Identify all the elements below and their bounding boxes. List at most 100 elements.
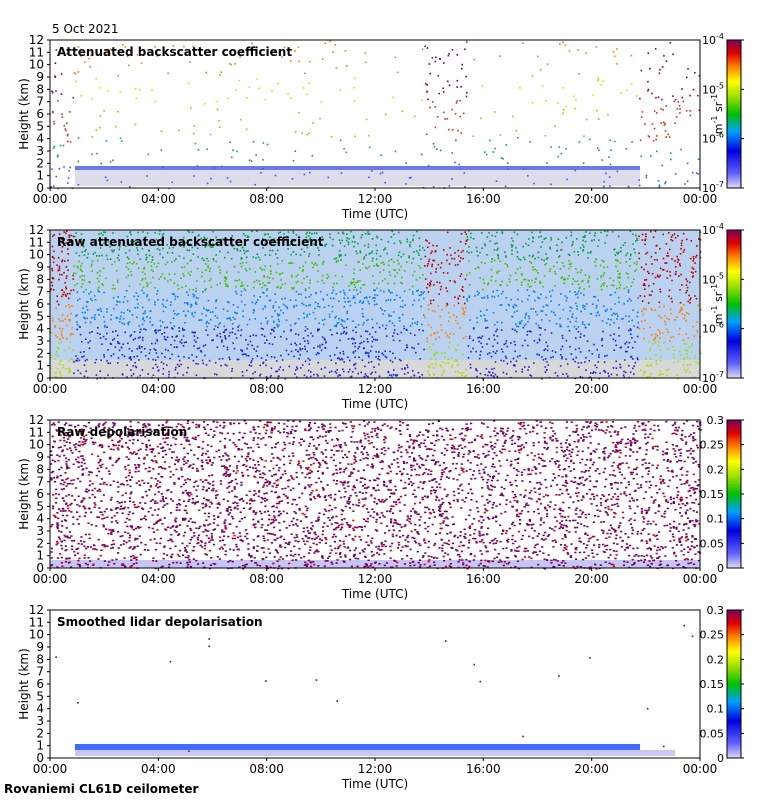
y-tick-label: 9 bbox=[36, 450, 44, 464]
y-tick-label: 12 bbox=[29, 413, 44, 427]
y-tick-label: 1 bbox=[36, 739, 44, 753]
y-tick-label: 10 bbox=[29, 248, 44, 262]
colorbar-ramp bbox=[726, 609, 742, 759]
y-tick-label: 3 bbox=[36, 524, 44, 538]
station-label: Rovaniemi CL61D ceilometer bbox=[4, 782, 199, 796]
panel-title: Smoothed lidar depolarisation bbox=[57, 615, 263, 629]
colorbar-tick-label: 0.25 bbox=[700, 629, 725, 642]
x-tick-label: 20:00 bbox=[574, 572, 609, 586]
x-axis-label: Time (UTC) bbox=[341, 777, 408, 791]
colorbar-ramp bbox=[726, 419, 742, 569]
y-tick-label: 8 bbox=[36, 272, 44, 286]
y-tick-label: 5 bbox=[36, 309, 44, 323]
y-tick-label: 4 bbox=[36, 512, 44, 526]
y-tick-label: 8 bbox=[36, 82, 44, 96]
y-tick-label: 1 bbox=[36, 169, 44, 183]
heatmap-field bbox=[50, 230, 702, 380]
y-axis-label: Height (km) bbox=[17, 648, 31, 719]
y-tick-label: 1 bbox=[36, 549, 44, 563]
y-tick-label: 7 bbox=[36, 475, 44, 489]
colorbar-unit: m-1 sr-1 bbox=[710, 284, 725, 324]
x-tick-label: 20:00 bbox=[574, 382, 609, 396]
y-tick-label: 5 bbox=[36, 499, 44, 513]
y-tick-label: 4 bbox=[36, 132, 44, 146]
y-tick-label: 8 bbox=[36, 462, 44, 476]
x-tick-label: 00:00 bbox=[683, 382, 718, 396]
colorbar-tick-label: 0 bbox=[717, 752, 724, 765]
y-tick-label: 4 bbox=[36, 702, 44, 716]
y-tick-label: 12 bbox=[29, 33, 44, 47]
x-tick-label: 20:00 bbox=[574, 192, 609, 206]
plot-area bbox=[50, 420, 700, 568]
x-tick-label: 16:00 bbox=[466, 762, 501, 776]
x-tick-label: 04:00 bbox=[141, 572, 176, 586]
y-tick-label: 5 bbox=[36, 689, 44, 703]
y-tick-label: 0 bbox=[36, 561, 44, 575]
x-axis-label: Time (UTC) bbox=[341, 587, 408, 601]
colorbar-tick-label: 0.3 bbox=[707, 414, 725, 427]
y-tick-label: 11 bbox=[29, 425, 44, 439]
y-tick-label: 11 bbox=[29, 235, 44, 249]
y-tick-label: 7 bbox=[36, 665, 44, 679]
colorbar-tick-label: 10-6 bbox=[702, 131, 724, 146]
colorbar-unit: m-1 sr-1 bbox=[710, 94, 725, 134]
x-tick-label: 00:00 bbox=[683, 192, 718, 206]
x-axis-label: Time (UTC) bbox=[341, 397, 408, 411]
colorbar-tick-label: 10-5 bbox=[702, 271, 724, 286]
y-tick-label: 10 bbox=[29, 628, 44, 642]
x-tick-label: 00:00 bbox=[33, 572, 68, 586]
y-tick-label: 0 bbox=[36, 181, 44, 195]
colorbar-tick-label: 0.2 bbox=[707, 463, 725, 476]
x-tick-label: 00:00 bbox=[33, 192, 68, 206]
y-axis-label: Height (km) bbox=[17, 268, 31, 339]
y-tick-label: 0 bbox=[36, 751, 44, 765]
y-tick-label: 9 bbox=[36, 640, 44, 654]
colorbar-tick-label: 10-6 bbox=[702, 321, 724, 336]
y-tick-label: 2 bbox=[36, 536, 44, 550]
colorbar-tick-label: 0.15 bbox=[700, 488, 725, 501]
colorbar-tick-label: 0.3 bbox=[707, 604, 725, 617]
colorbar-tick-label: 0.2 bbox=[707, 653, 725, 666]
date-label: 5 Oct 2021 bbox=[52, 22, 119, 36]
y-tick-label: 3 bbox=[36, 334, 44, 348]
colorbar-tick-label: 10-4 bbox=[702, 32, 724, 47]
colorbar: 0 0.05 0.1 0.15 0.2 0.25 0.3 bbox=[700, 604, 744, 765]
y-tick-label: 6 bbox=[36, 107, 44, 121]
y-tick-label: 5 bbox=[36, 119, 44, 133]
colorbar-tick-label: 0.15 bbox=[700, 678, 725, 691]
x-tick-label: 04:00 bbox=[141, 762, 176, 776]
y-tick-label: 12 bbox=[29, 603, 44, 617]
x-tick-label: 08:00 bbox=[249, 382, 284, 396]
colorbar: 0 0.05 0.1 0.15 0.2 0.25 0.3 bbox=[700, 414, 744, 575]
y-tick-label: 10 bbox=[29, 438, 44, 452]
x-tick-label: 12:00 bbox=[358, 192, 393, 206]
y-tick-label: 1 bbox=[36, 359, 44, 373]
y-tick-label: 9 bbox=[36, 260, 44, 274]
panel-title: Raw attenuated backscatter coefficient bbox=[57, 235, 324, 249]
y-tick-label: 0 bbox=[36, 371, 44, 385]
colorbar-tick-label: 10-4 bbox=[702, 222, 724, 237]
y-tick-label: 9 bbox=[36, 70, 44, 84]
panel-title: Raw depolarisation bbox=[57, 425, 187, 439]
heatmap-field bbox=[55, 624, 694, 756]
colorbar-tick-label: 0.05 bbox=[700, 727, 725, 740]
y-tick-label: 6 bbox=[36, 677, 44, 691]
panel-title: Attenuated backscatter coefficient bbox=[57, 45, 292, 59]
y-tick-label: 4 bbox=[36, 322, 44, 336]
y-tick-label: 12 bbox=[29, 223, 44, 237]
colorbar: 10-7 10-6 10-5 10-4 m-1 sr-1 bbox=[702, 32, 744, 195]
x-tick-label: 12:00 bbox=[358, 762, 393, 776]
plot-area bbox=[50, 610, 700, 758]
y-tick-label: 7 bbox=[36, 95, 44, 109]
y-axis-label: Height (km) bbox=[17, 78, 31, 149]
y-tick-label: 3 bbox=[36, 714, 44, 728]
x-tick-label: 00:00 bbox=[683, 572, 718, 586]
y-tick-label: 2 bbox=[36, 156, 44, 170]
x-tick-label: 08:00 bbox=[249, 572, 284, 586]
colorbar-tick-label: 10-5 bbox=[702, 81, 724, 96]
y-tick-label: 11 bbox=[29, 615, 44, 629]
y-tick-label: 3 bbox=[36, 144, 44, 158]
x-tick-label: 00:00 bbox=[33, 382, 68, 396]
